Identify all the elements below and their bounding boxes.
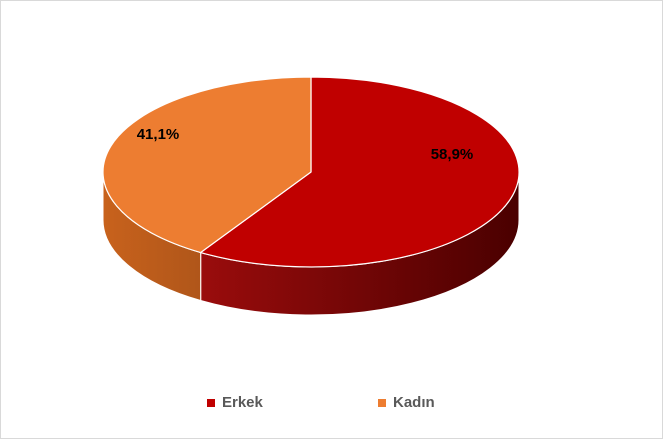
- legend-swatch-erkek: [207, 398, 215, 407]
- legend-item-erkek: Erkek: [207, 394, 263, 411]
- legend-label-erkek: Erkek: [222, 394, 263, 411]
- data-label-kadin: 41,1%: [137, 126, 180, 143]
- legend: Erkek Kadın: [0, 394, 663, 416]
- pie-slice-kadin: [102, 76, 312, 254]
- legend-item-kadin: Kadın: [378, 394, 435, 411]
- legend-label-kadin: Kadın: [393, 394, 435, 411]
- data-label-erkek: 58,9%: [431, 146, 474, 163]
- legend-swatch-kadin: [378, 398, 386, 407]
- pie-slice-erkek: [199, 76, 520, 268]
